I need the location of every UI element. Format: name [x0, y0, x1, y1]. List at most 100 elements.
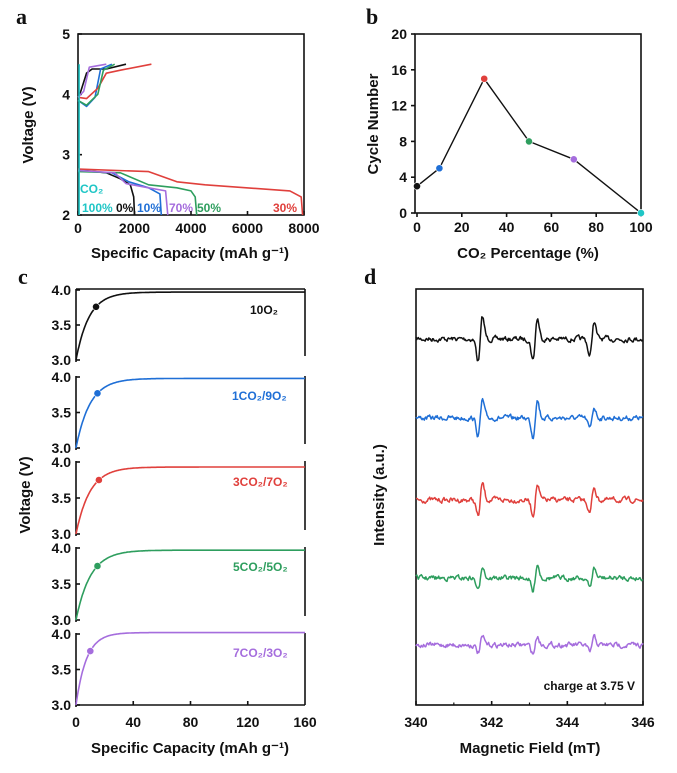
panel-d-xtick-label: 346: [631, 714, 655, 730]
panel-a-xtick-label: 6000: [232, 220, 263, 236]
panel-c-ytick-label: 4.0: [52, 626, 72, 642]
panel-a-xlabel: Specific Capacity (mAh g⁻¹): [91, 245, 289, 262]
panel-label-a: a: [16, 4, 27, 29]
panel-c-curve-5: [75, 631, 306, 706]
panel-d-spectrum-4: [415, 564, 644, 593]
panel-a-ylabel: Voltage (V): [20, 86, 37, 163]
panel-b-ytick-label: 12: [391, 98, 407, 114]
panel-b-point: [435, 164, 444, 173]
panel-a-charge-0%: [77, 63, 127, 98]
panel-a-label-10: 10%: [137, 201, 161, 215]
panel-c-xtick-label: 120: [236, 714, 260, 730]
panel-label-b: b: [366, 4, 378, 29]
panel-a-label-50: 50%: [197, 201, 221, 215]
panel-c-curve-1: [75, 291, 306, 361]
panel-a-ytick-label: 3: [62, 147, 70, 163]
panel-a-xtick-label: 2000: [119, 220, 150, 236]
panel-b-xtick-label: 20: [454, 219, 470, 235]
panel-c-xlabel: Specific Capacity (mAh g⁻¹): [91, 740, 289, 757]
panel-a-co2-label: CO₂: [80, 182, 103, 196]
panel-c-ytick-label: 3.5: [52, 576, 72, 592]
panel-c-ytick-label: 3.5: [52, 662, 72, 678]
panel-c-ytick-label: 3.0: [52, 612, 72, 628]
panel-c-xtick-label: 0: [72, 714, 80, 730]
panel-c-xtick-label: 160: [293, 714, 317, 730]
panel-d-annotation: charge at 3.75 V: [544, 679, 635, 693]
panel-d-spectrum-3: [415, 482, 644, 518]
panel-c-ytick-label: 4.0: [52, 369, 72, 385]
panel-c-ytick-label: 3.5: [52, 490, 72, 506]
panel-c-ytick-label: 4.0: [52, 282, 72, 298]
panel-d-frame: [415, 288, 644, 706]
panel-a-label-70: 70%: [169, 201, 193, 215]
panel-b-xtick-label: 100: [629, 219, 653, 235]
panel-d-spectrum-1: [415, 316, 644, 362]
panel-c-ytick-label: 4.0: [52, 454, 72, 470]
panel-a-charge-70%: [77, 63, 107, 98]
panel-a-frame: [77, 33, 305, 216]
panel-c-curve-3: [75, 466, 306, 535]
panel-b-point: [569, 155, 578, 164]
panel-b-point: [413, 182, 421, 191]
panel-d-xtick-label: 340: [404, 714, 428, 730]
panel-c-label-2: 1CO₂/9O₂: [232, 389, 287, 403]
panel-c-curve-4: [75, 549, 306, 621]
panel-b-series-line: [416, 78, 642, 214]
panel-b-point: [480, 74, 489, 83]
panel-a-ytick-label: 2: [62, 207, 70, 223]
panel-c-xtick-label: 40: [125, 714, 141, 730]
panel-d-ylabel: Intensity (a.u.): [371, 444, 388, 546]
panel-c-label-1: 10O₂: [250, 303, 278, 317]
panel-b-ytick-label: 0: [399, 205, 407, 221]
panel-c-label-5: 7CO₂/3O₂: [233, 646, 288, 660]
panel-b-ylabel: Cycle Number: [365, 73, 382, 174]
panel-c-marker-5: [86, 647, 95, 655]
panel-c-ytick-label: 3.0: [52, 526, 72, 542]
panel-b-ytick-label: 8: [399, 133, 407, 149]
panel-c-ytick-label: 3.5: [52, 317, 72, 333]
panel-b-point: [525, 137, 533, 146]
panel-c-marker-3: [95, 476, 103, 484]
panel-c-ytick-label: 3.5: [52, 405, 72, 421]
panel-a-label-30: 30%: [273, 201, 297, 215]
panel-d-spectrum-5: [415, 633, 644, 655]
panel-b-xtick-label: 40: [499, 219, 515, 235]
panel-b-ytick-label: 20: [391, 26, 407, 42]
panel-c-label-3: 3CO₂/7O₂: [233, 475, 288, 489]
panel-a-xtick-label: 8000: [288, 220, 319, 236]
panel-d-xtick-label: 342: [480, 714, 504, 730]
panel-c-marker-1: [92, 302, 100, 311]
panel-c-curve-2: [75, 377, 306, 449]
panel-d-spectrum-2: [415, 397, 644, 440]
panel-b-xtick-label: 60: [544, 219, 560, 235]
panel-b-frame: [414, 33, 642, 214]
panel-a-discharge-50%: [77, 170, 198, 216]
panel-c-ytick-label: 3.0: [52, 440, 72, 456]
panel-d-xtick-label: 344: [556, 714, 580, 730]
panel-b-xtick-label: 0: [413, 219, 421, 235]
panel-label-d: d: [364, 264, 376, 289]
panel-c-ytick-label: 3.0: [52, 352, 72, 368]
panel-c-marker-4: [93, 562, 102, 570]
panel-a-label-100: 100%: [82, 201, 113, 215]
panel-a-label-0: 0%: [116, 201, 134, 215]
panel-a-discharge-30%: [77, 168, 304, 216]
panel-c-ytick-label: 3.0: [52, 697, 72, 713]
panel-b-ytick-label: 16: [391, 62, 407, 78]
panel-a-discharge-70%: [77, 169, 169, 216]
panel-a-charge-50%: [77, 63, 116, 106]
panel-c-xtick-label: 80: [183, 714, 199, 730]
panel-b-xtick-label: 80: [588, 219, 604, 235]
panel-a-xtick-label: 4000: [175, 220, 206, 236]
panel-a-xtick-label: 0: [74, 220, 82, 236]
panel-a-charge-30%: [77, 63, 152, 100]
panel-label-c: c: [18, 264, 28, 289]
panel-a-ytick-label: 5: [62, 26, 70, 42]
panel-b-xlabel: CO₂ Percentage (%): [457, 245, 599, 262]
panel-b-ytick-label: 4: [399, 169, 407, 185]
panel-d-xlabel: Magnetic Field (mT): [460, 740, 601, 757]
panel-c-marker-2: [93, 389, 102, 398]
panel-c-ytick-label: 4.0: [52, 540, 72, 556]
panel-c-ylabel: Voltage (V): [17, 456, 34, 533]
